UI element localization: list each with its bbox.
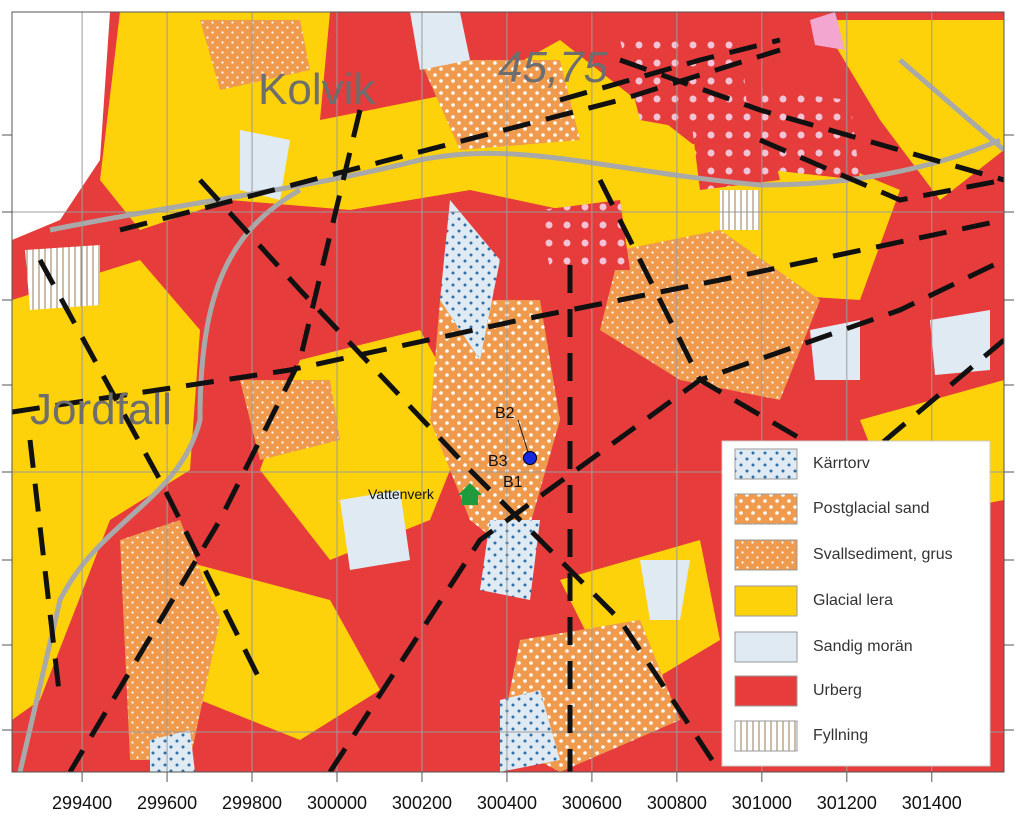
legend-swatch (734, 448, 798, 480)
legend-label: Svallsediment, grus (813, 546, 953, 563)
x-axis: 299400 299600 299800 300000 300200 300400 3006… (52, 772, 962, 813)
legend-label: Sandig morän (813, 638, 913, 655)
elevation-label: 45,75 (498, 43, 609, 92)
place-label: Kolvik (258, 65, 376, 114)
legend-label: Postglacial sand (813, 500, 930, 517)
frame-ticks (2, 134, 1014, 731)
borehole-label: B2 (495, 405, 515, 422)
legend-swatch (734, 585, 798, 617)
map-area (12, 12, 1004, 772)
x-tick-label: 300000 (307, 793, 367, 813)
leader-line (517, 419, 529, 453)
borehole-marker (523, 451, 537, 465)
x-tick-label: 300400 (477, 793, 537, 813)
x-tick-label: 299800 (222, 793, 282, 813)
x-tick-label: 299400 (52, 793, 112, 813)
legend-label: Kärrtorv (813, 455, 870, 472)
legend-label: Urberg (813, 682, 862, 699)
x-tick-label: 299600 (137, 793, 197, 813)
legend-swatch (734, 493, 798, 525)
site-label: Vattenverk (368, 486, 435, 502)
place-label: Jordfall (30, 385, 172, 434)
legend-label: Glacial lera (813, 592, 893, 609)
legend-swatch (734, 720, 798, 752)
legend-swatch (734, 539, 798, 571)
legend-label: Fyllning (813, 727, 868, 744)
x-tick-label: 300200 (392, 793, 452, 813)
waterworks-marker (458, 483, 482, 505)
map-frame (11, 11, 1005, 773)
x-tick-label: 301400 (902, 793, 962, 813)
borehole-label: B1 (503, 474, 523, 491)
borehole-label: B3 (488, 453, 508, 470)
x-tick-label: 301200 (817, 793, 877, 813)
x-tick-label: 300600 (562, 793, 622, 813)
legend-swatch (734, 675, 798, 707)
legend: Kärrtorv Postglacial sand Svallsediment,… (721, 440, 991, 767)
x-tick-label: 301000 (732, 793, 792, 813)
legend-swatch (734, 631, 798, 663)
x-tick-label: 300800 (647, 793, 707, 813)
